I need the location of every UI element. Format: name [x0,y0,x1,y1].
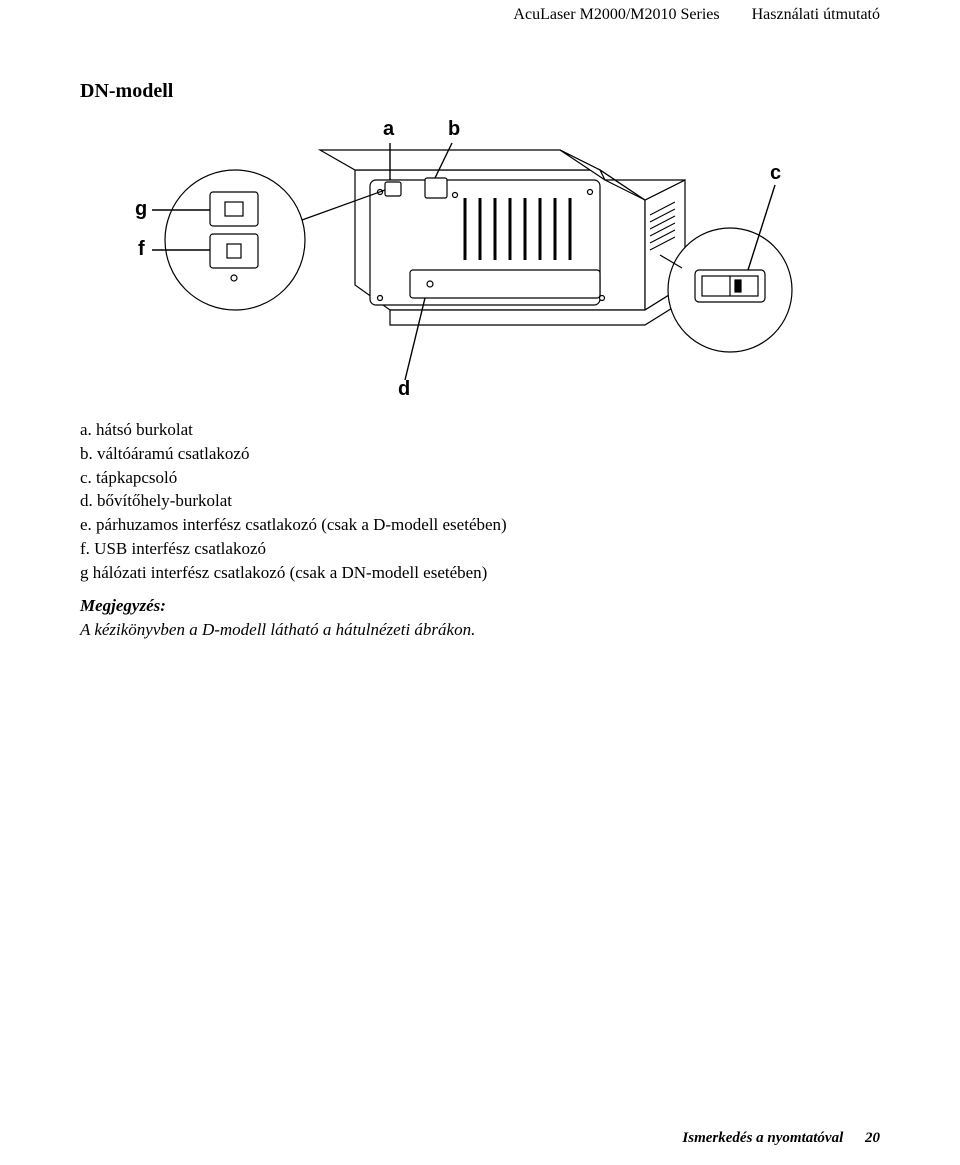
list-item-g: g hálózati interfész csatlakozó (csak a … [80,561,507,585]
diagram-label-b: b [448,118,460,141]
page-footer: Ismerkedés a nyomtatóval 20 [682,1130,880,1147]
diagram-label-f: f [138,238,145,261]
header-guide: Használati útmutató [752,6,880,23]
diagram-label-a: a [383,118,394,141]
list-item-b: b. váltóáramú csatlakozó [80,442,507,466]
diagram-label-d: d [398,378,410,401]
list-item-a: a. hátsó burkolat [80,418,507,442]
footer-page-number: 20 [865,1130,880,1146]
footer-section-title: Ismerkedés a nyomtatóval [682,1130,843,1146]
printer-diagram: a b c d g f [130,120,830,400]
note-text: A kézikönyvben a D-modell látható a hátu… [80,618,475,642]
list-item-c: c. tápkapcsoló [80,466,507,490]
header-product: AcuLaser M2000/M2010 Series [513,6,719,23]
list-item-d: d. bővítőhely-burkolat [80,489,507,513]
list-item-f: f. USB interfész csatlakozó [80,537,507,561]
diagram-label-g: g [135,198,147,221]
page-header: AcuLaser M2000/M2010 Series Használati ú… [0,6,960,24]
note-title: Megjegyzés: [80,594,475,618]
parts-list: a. hátsó burkolat b. váltóáramú csatlako… [80,418,507,585]
list-item-e: e. párhuzamos interfész csatlakozó (csak… [80,513,507,537]
printer-svg [130,120,830,400]
page: AcuLaser M2000/M2010 Series Használati ú… [0,0,960,1165]
section-title: DN-modell [80,80,173,103]
diagram-label-c: c [770,162,781,185]
note-block: Megjegyzés: A kézikönyvben a D-modell lá… [80,594,475,642]
